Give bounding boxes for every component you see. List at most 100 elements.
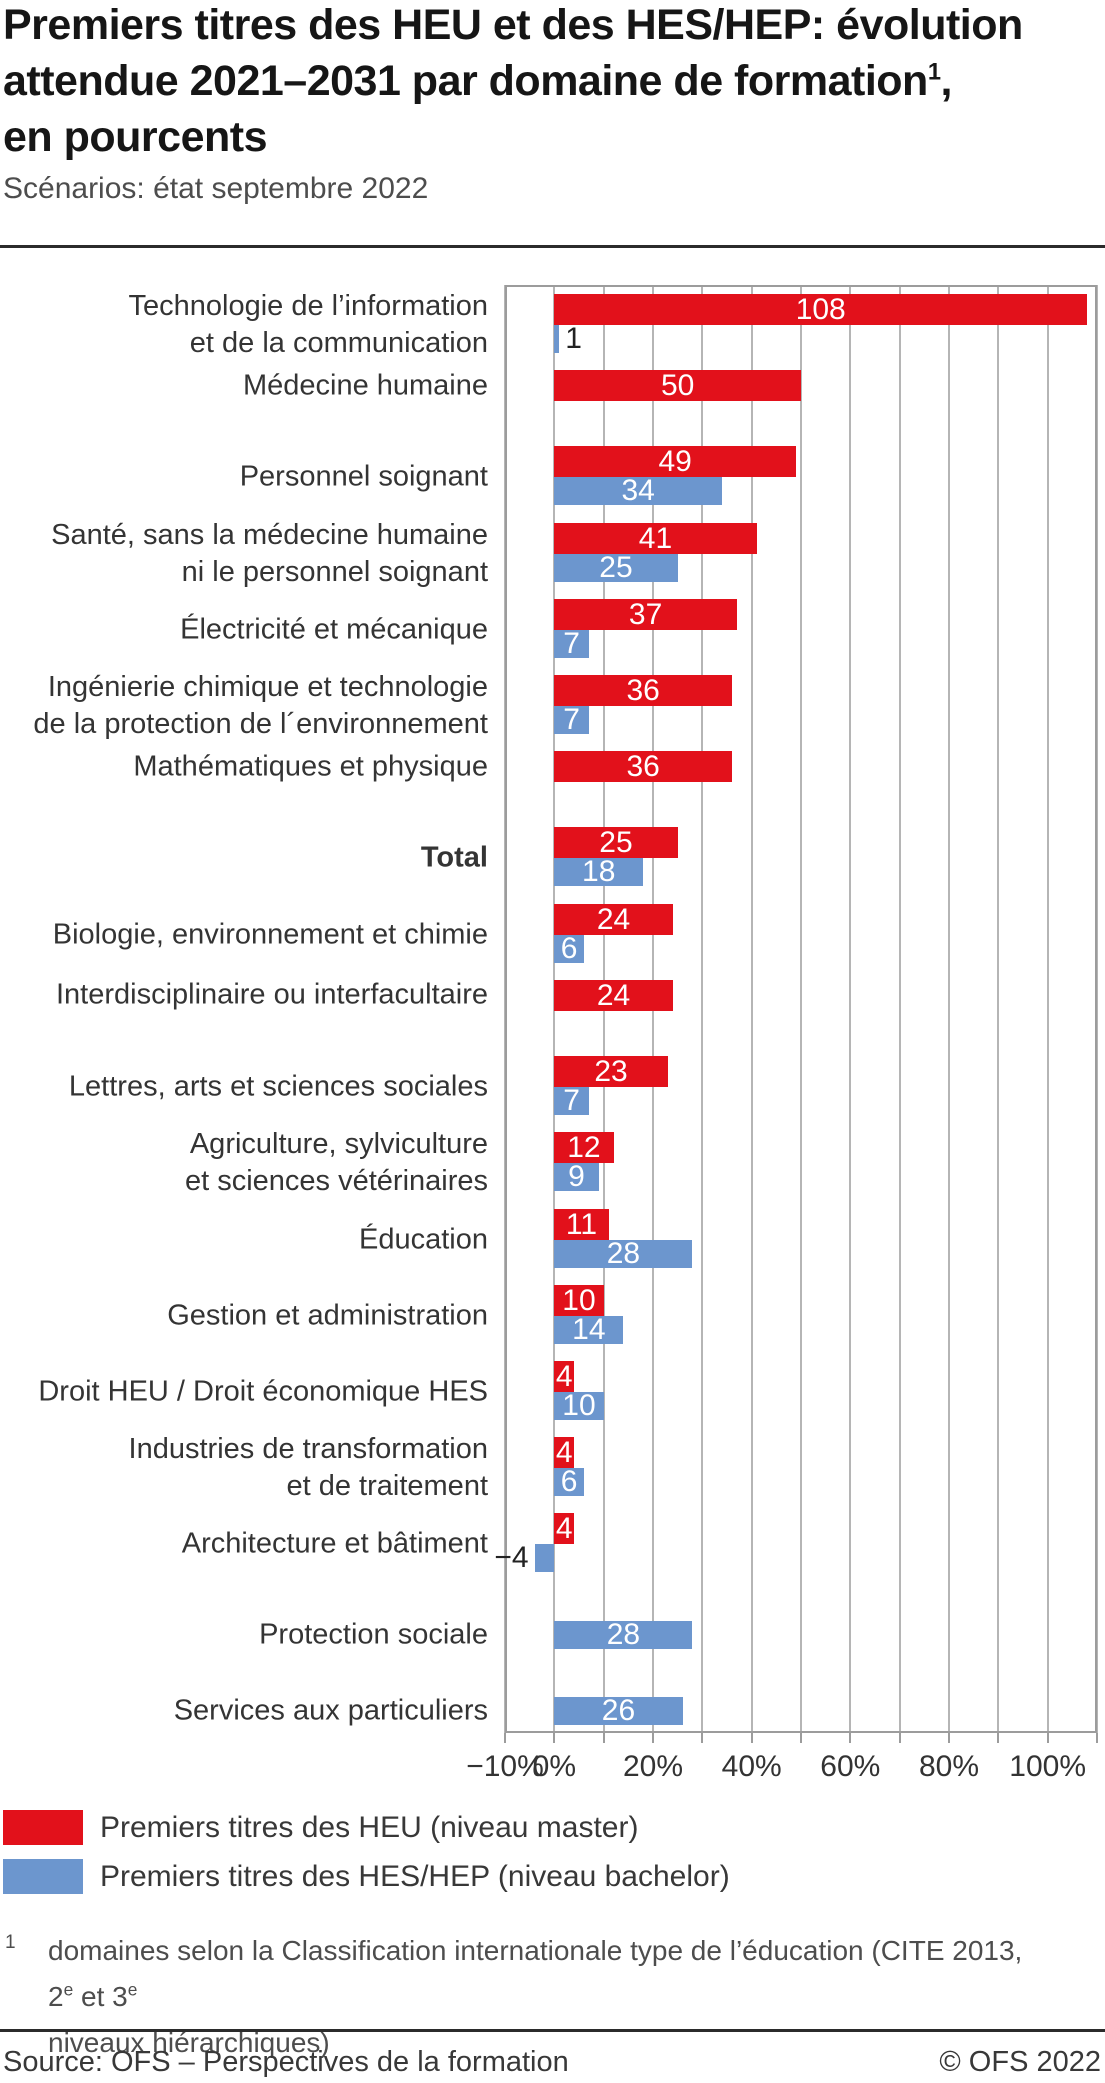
category-label: Lettres, arts et sciences sociales xyxy=(68,1070,488,1103)
copyright-text: © OFS 2022 xyxy=(939,2046,1101,2078)
axis-tick xyxy=(553,1733,556,1743)
bar-hes-value: 7 xyxy=(563,626,580,660)
legend-label-hes: Premiers titres des HES/HEP (niveau bach… xyxy=(100,1859,730,1893)
category-label: Médecine humaine xyxy=(242,369,488,402)
axis-tick xyxy=(1096,1733,1098,1743)
axis-tick-label: 20% xyxy=(622,1750,684,1783)
axis-tick xyxy=(750,1733,753,1743)
bar-heu-value: 4 xyxy=(555,1359,573,1393)
category-label: Interdisciplinaire ou interfacultaire xyxy=(56,978,488,1011)
axis-tick-label: 80% xyxy=(918,1750,980,1783)
bar-hes-value: 34 xyxy=(621,474,655,508)
axis-tick xyxy=(1046,1733,1049,1743)
bar-heu xyxy=(554,1437,575,1469)
axis-tick xyxy=(800,1733,802,1743)
bar-heu-value: 24 xyxy=(596,902,631,936)
bar-hes xyxy=(554,706,589,735)
bar-heu xyxy=(554,294,1088,325)
chart-subtitle: Scénarios: état septembre 2022 xyxy=(3,172,429,205)
bar-heu xyxy=(554,1360,575,1392)
bar-heu-value: 108 xyxy=(795,293,846,326)
bar-hes xyxy=(554,477,723,506)
category-label: Électricité et mécanique xyxy=(180,613,488,646)
legend-item-hes: Premiers titres des HES/HEP (niveau bach… xyxy=(3,1859,730,1894)
category-label: Gestion et administration xyxy=(167,1299,488,1332)
axis-tick xyxy=(898,1733,901,1743)
axis-tick-label: −10% xyxy=(466,1750,544,1783)
bar-hes xyxy=(554,1468,584,1497)
bar-heu xyxy=(554,370,801,402)
title-line3: en pourcents xyxy=(3,113,268,161)
category-label: Industries de transformation et de traite… xyxy=(128,1433,488,1503)
bar-hes xyxy=(554,1087,589,1116)
bar-heu-value: 11 xyxy=(565,1207,598,1241)
bottom-divider xyxy=(0,2029,1105,2032)
top-divider xyxy=(0,245,1105,248)
axis-tick xyxy=(652,1733,654,1743)
gridline xyxy=(1046,285,1049,1733)
category-label: Architecture et bâtiment xyxy=(181,1527,488,1560)
axis-tick xyxy=(948,1733,950,1743)
bar-heu xyxy=(554,598,737,630)
plot-area-border xyxy=(505,285,1097,1733)
bar-hes-value: 18 xyxy=(582,855,616,889)
bar-hes-value: 26 xyxy=(601,1693,636,1727)
gridline xyxy=(701,285,704,1733)
bar-hes-value: 6 xyxy=(560,1465,578,1499)
bar-hes-value: 14 xyxy=(572,1312,606,1346)
bar-hes xyxy=(554,325,560,353)
bar-heu-value: 4 xyxy=(555,1512,573,1546)
category-label: Total xyxy=(420,841,488,874)
bar-heu-value: 36 xyxy=(626,674,660,708)
category-label: Technologie de l’information et de la com… xyxy=(128,290,489,359)
bar-hes xyxy=(554,1391,604,1420)
bar-hes xyxy=(554,1315,624,1344)
bar-heu-value: 25 xyxy=(599,826,633,860)
bar-hes xyxy=(534,1544,555,1573)
bar-hes-value: 25 xyxy=(599,550,633,584)
axis-tick xyxy=(701,1733,704,1743)
gridline xyxy=(750,285,753,1733)
bar-heu xyxy=(554,979,673,1011)
category-label: Ingénierie chimique et technologie de la … xyxy=(33,671,488,741)
category-label: Personnel soignant xyxy=(239,460,488,493)
footer: Source: OFS – Perspectives de la formati… xyxy=(3,2046,1101,2079)
bar-heu-value: 12 xyxy=(567,1131,601,1165)
bar-heu xyxy=(554,1056,668,1088)
bar-heu-value: 50 xyxy=(660,369,695,403)
bar-heu xyxy=(554,522,757,554)
footnote-line2: niveaux hiérarchiques) xyxy=(48,2027,330,2058)
axis-tick-label: 40% xyxy=(721,1750,782,1783)
axis-tick xyxy=(602,1733,605,1743)
footnote-marker: 1 xyxy=(5,1932,16,1953)
bar-heu xyxy=(554,751,732,783)
category-label: Éducation xyxy=(359,1223,488,1256)
bar-hes-value: 1 xyxy=(565,322,582,355)
category-label: Mathématiques et physique xyxy=(133,750,488,783)
bar-hes xyxy=(554,858,644,887)
category-label: Agriculture, sylviculture et sciences vét… xyxy=(184,1128,488,1198)
category-label: Droit HEU / Droit économique HES xyxy=(38,1375,488,1408)
gridline xyxy=(849,285,852,1733)
bar-hes xyxy=(554,629,589,658)
title-footnote-marker: 1 xyxy=(927,59,941,86)
title-line2-comma: , xyxy=(940,57,952,105)
bar-hes-value: 7 xyxy=(563,1084,580,1118)
bar-heu xyxy=(554,446,797,478)
gridline xyxy=(800,285,802,1733)
axis-tick xyxy=(849,1733,852,1743)
bar-hes-value: 9 xyxy=(568,1160,585,1194)
bar-heu-value: 49 xyxy=(658,445,692,479)
category-label: Santé, sans la médecine humaine ni le per… xyxy=(51,518,488,588)
bar-heu xyxy=(554,1513,575,1545)
bar-hes-value: 28 xyxy=(606,1617,641,1651)
gridline xyxy=(997,285,1000,1733)
bar-heu-value: 37 xyxy=(628,597,663,631)
bar-hes xyxy=(554,1163,599,1192)
legend-swatch-heu-red xyxy=(3,1810,83,1845)
footnote-line1: domaines selon la Classification interna… xyxy=(48,1935,1023,2012)
axis-tick-label: 0% xyxy=(532,1750,577,1783)
bar-heu xyxy=(554,827,678,859)
bar-heu-value: 41 xyxy=(638,521,673,555)
bar-hes-value: 7 xyxy=(563,703,580,737)
